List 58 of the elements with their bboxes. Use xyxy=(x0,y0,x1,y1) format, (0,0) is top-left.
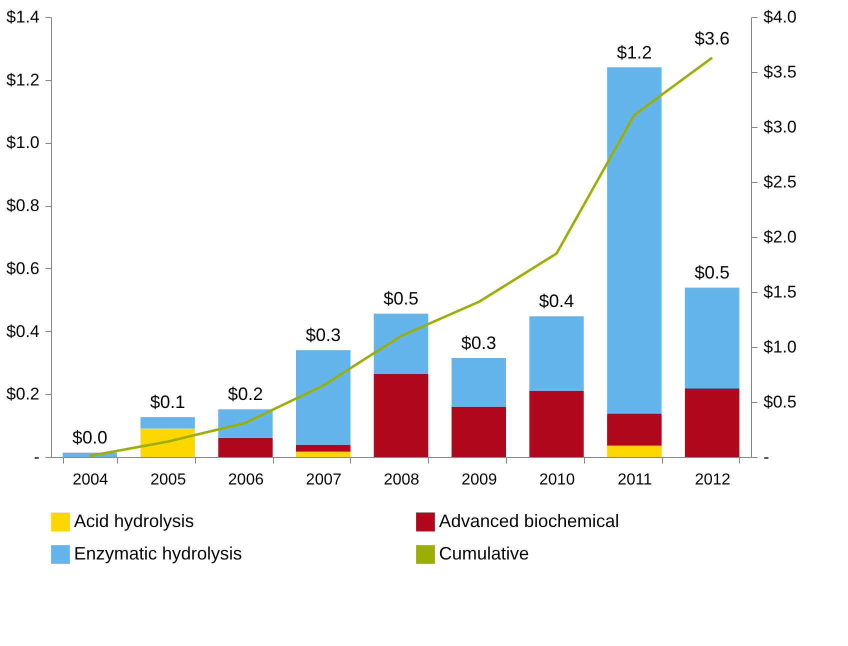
y2-tick-label: $1.0 xyxy=(764,338,797,356)
y-tick-label: $0.2 xyxy=(6,384,40,404)
y-tick-label: $1.2 xyxy=(6,70,40,90)
legend-label: Enzymatic hydrolysis xyxy=(74,544,242,564)
x-tick-label: 2004 xyxy=(72,472,108,488)
data-label: $3.6 xyxy=(694,28,730,49)
y-tick-label: - xyxy=(34,448,40,466)
y-tick-label: $0.8 xyxy=(6,196,40,216)
bar xyxy=(529,391,584,457)
y2-tick-label: - xyxy=(764,448,770,466)
x-tick-label: 2011 xyxy=(618,472,652,488)
total-label: $0.1 xyxy=(150,392,186,412)
total-label: $0.4 xyxy=(539,291,574,312)
legend-label: Cumulative xyxy=(439,544,530,564)
bar xyxy=(140,428,195,457)
total-label: $0.0 xyxy=(72,428,108,448)
total-label: $0.5 xyxy=(383,288,419,309)
y-tick-label: $1.4 xyxy=(6,8,40,26)
bar xyxy=(452,358,506,407)
bar xyxy=(296,452,350,457)
x-tick-label: 2009 xyxy=(461,472,498,488)
x-tick-label: 2008 xyxy=(384,472,420,488)
total-label: $0.3 xyxy=(461,333,496,353)
bar xyxy=(452,406,506,457)
legend-label: Advanced biochemical xyxy=(439,510,620,531)
y2-tick-label: $1.5 xyxy=(764,282,797,302)
total-label: $0.2 xyxy=(228,384,263,404)
bar xyxy=(296,350,350,445)
y-tick-label: $1.0 xyxy=(6,133,40,152)
bar xyxy=(684,388,740,457)
x-tick-label: 2007 xyxy=(306,472,342,488)
bar xyxy=(374,374,428,457)
bar xyxy=(218,409,273,438)
x-tick-label: 2005 xyxy=(150,472,186,488)
bar xyxy=(607,67,662,414)
total-label: $0.5 xyxy=(694,262,730,283)
bar xyxy=(607,414,662,446)
bar xyxy=(140,417,195,428)
y2-tick-label: $0.5 xyxy=(764,392,797,412)
y2-tick-label: $2.0 xyxy=(764,228,797,246)
y2-tick-label: $3.0 xyxy=(764,118,797,136)
total-label: $1.2 xyxy=(616,42,652,62)
bar xyxy=(529,316,584,391)
bar xyxy=(374,314,428,374)
x-tick-label: 2012 xyxy=(694,472,731,488)
bar xyxy=(296,444,350,452)
total-label: $0.3 xyxy=(306,325,341,346)
y-tick-label: $0.6 xyxy=(6,258,40,278)
x-tick-label: 2006 xyxy=(228,472,264,488)
legend-label: Acid hydrolysis xyxy=(74,510,194,531)
bar xyxy=(684,288,740,388)
y2-tick-label: $4.0 xyxy=(764,8,797,26)
y2-tick-label: $2.5 xyxy=(764,172,797,192)
y-tick-label: $0.4 xyxy=(6,322,40,341)
x-tick-label: 2010 xyxy=(539,472,575,488)
bar xyxy=(218,438,273,457)
bar xyxy=(607,446,662,457)
y2-tick-label: $3.5 xyxy=(764,62,797,82)
